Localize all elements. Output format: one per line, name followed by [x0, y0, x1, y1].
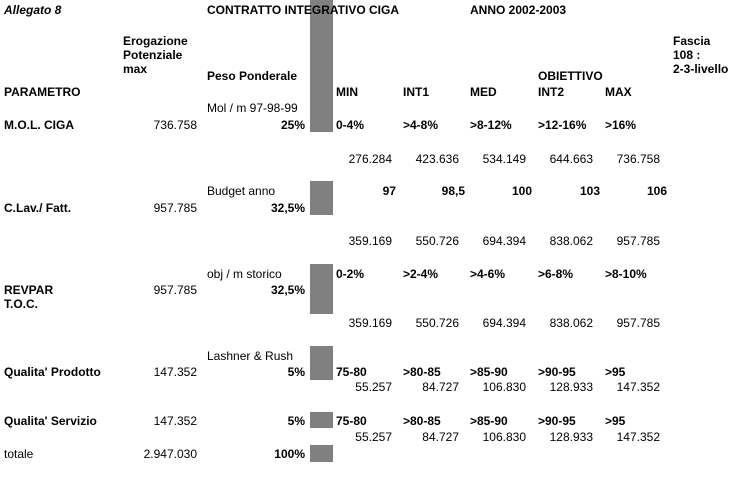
gray-bar-qserv	[310, 412, 333, 428]
mol-amount-int1: 423.636	[415, 152, 459, 166]
col-med-header: MED	[470, 85, 497, 99]
mol-target-med: >8-12%	[470, 118, 512, 132]
mol-peso: 25%	[280, 118, 305, 132]
qserv-amount-max: 147.352	[616, 430, 660, 444]
qprod-amount-med: 106.830	[482, 380, 526, 394]
revpar-amount-med: 694.394	[482, 316, 526, 330]
clav-amount-int2: 838.062	[549, 234, 593, 248]
gray-bar-qprod	[310, 346, 333, 380]
qprod-target-int2: >90-95	[538, 365, 576, 379]
totale-peso: 100%	[274, 447, 305, 461]
revpar-target-int2: >6-8%	[538, 267, 574, 281]
qserv-target-min: 75-80	[336, 414, 367, 428]
qprod-amount-int2: 128.933	[549, 380, 593, 394]
totale-erogazione: 2.947.030	[143, 447, 197, 461]
qprod-target-min: 75-80	[336, 365, 367, 379]
clav-amount-int1: 550.726	[415, 234, 459, 248]
mol-amount-min: 276.284	[348, 152, 392, 166]
revpar-target-int1: >2-4%	[403, 267, 439, 281]
col-min-header: MIN	[336, 85, 358, 99]
clav-target-int1: 98,5	[441, 184, 465, 198]
qserv-amount-min: 55.257	[355, 430, 392, 444]
revpar-target-med: >4-6%	[470, 267, 506, 281]
revpar-amount-int1: 550.726	[415, 316, 459, 330]
mol-target-int1: >4-8%	[403, 118, 439, 132]
qprod-target-max: >95	[605, 365, 626, 379]
gray-bar-clav	[310, 181, 333, 215]
clav-target-max: 106	[646, 184, 667, 198]
qserv-amount-int2: 128.933	[549, 430, 593, 444]
qprod-target-med: >85-90	[470, 365, 508, 379]
mol-amount-int2: 644.663	[549, 152, 593, 166]
mol-amount-max: 736.758	[616, 152, 660, 166]
revpar-amount-int2: 838.062	[549, 316, 593, 330]
qserv-peso: 5%	[287, 414, 305, 428]
qserv-amount-int1: 84.727	[422, 430, 459, 444]
fascia-header: Fascia 108 : 2-3-livello	[673, 34, 729, 76]
erogazione-header: Erogazione Potenziale max	[123, 34, 188, 76]
mol-target-int2: >12-16%	[538, 118, 587, 132]
mol-target-min: 0-4%	[336, 118, 365, 132]
col-int2-header: INT2	[538, 85, 565, 99]
qserv-target-int1: >80-85	[403, 414, 441, 428]
document-title: CONTRATTO INTEGRATIVO CIGA	[207, 3, 399, 17]
gray-bar-totale	[310, 445, 333, 462]
revpar-target-max: >8-10%	[605, 267, 647, 281]
revpar-peso: 32,5%	[270, 283, 305, 297]
clav-target-int2: 103	[579, 184, 600, 198]
parametro-header: PARAMETRO	[4, 85, 81, 99]
mol-note: Mol / m 97-98-99	[207, 101, 298, 115]
col-int1-header: INT1	[403, 85, 430, 99]
mol-name: M.O.L. CIGA	[4, 118, 74, 132]
col-max-header: MAX	[605, 85, 632, 99]
totale-name: totale	[4, 447, 34, 461]
revpar-note: obj / m storico	[207, 267, 282, 281]
revpar-amount-max: 957.785	[616, 316, 660, 330]
clav-peso: 32,5%	[270, 201, 305, 215]
qserv-name: Qualita' Servizio	[4, 414, 97, 428]
gray-bar-revpar	[310, 264, 333, 314]
revpar-erogazione: 957.785	[153, 283, 197, 297]
qprod-name: Qualita' Prodotto	[4, 365, 101, 379]
qserv-target-med: >85-90	[470, 414, 508, 428]
qserv-erogazione: 147.352	[153, 414, 197, 428]
qprod-peso: 5%	[287, 365, 305, 379]
qserv-target-int2: >90-95	[538, 414, 576, 428]
clav-amount-max: 957.785	[616, 234, 660, 248]
qprod-amount-int1: 84.727	[422, 380, 459, 394]
qprod-target-int1: >80-85	[403, 365, 441, 379]
clav-amount-med: 694.394	[482, 234, 526, 248]
peso-header: Peso Ponderale	[207, 69, 298, 83]
mol-target-max: >16%	[605, 118, 637, 132]
mol-amount-med: 534.149	[482, 152, 526, 166]
allegato-label: Allegato 8	[4, 3, 62, 17]
revpar-amount-min: 359.169	[348, 316, 392, 330]
header-gray-bar	[310, 0, 333, 132]
clav-target-med: 100	[511, 184, 532, 198]
revpar-name: REVPAR T.O.C.	[4, 283, 54, 311]
qserv-amount-med: 106.830	[482, 430, 526, 444]
qprod-erogazione: 147.352	[153, 365, 197, 379]
clav-amount-min: 359.169	[348, 234, 392, 248]
qserv-target-max: >95	[605, 414, 626, 428]
clav-name: C.Lav./ Fatt.	[4, 201, 72, 215]
clav-target-min: 97	[382, 184, 396, 198]
year-label: ANNO 2002-2003	[470, 3, 567, 17]
clav-note: Budget anno	[207, 184, 276, 198]
clav-erogazione: 957.785	[153, 201, 197, 215]
qprod-amount-max: 147.352	[616, 380, 660, 394]
qprod-amount-min: 55.257	[355, 380, 392, 394]
revpar-target-min: 0-2%	[336, 267, 365, 281]
qprod-note: Lashner & Rush	[207, 349, 294, 363]
obiettivo-header: OBIETTIVO	[538, 69, 603, 83]
mol-erogazione: 736.758	[153, 118, 197, 132]
